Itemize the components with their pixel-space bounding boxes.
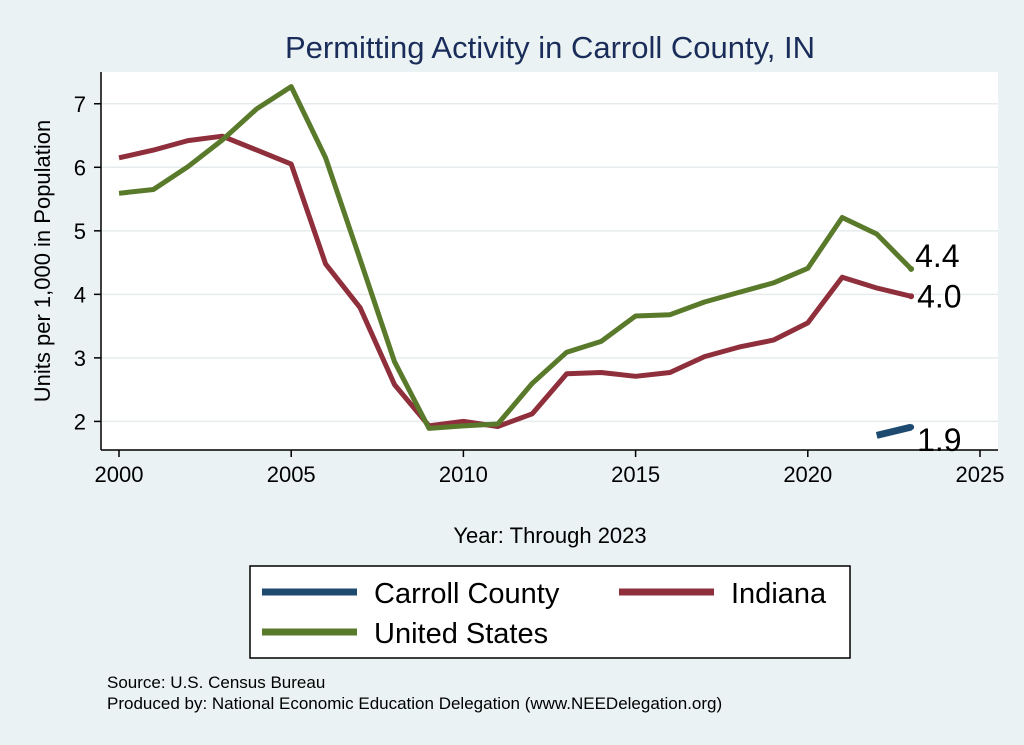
x-tick-label-2025: 2025 <box>956 462 1005 487</box>
x-tick-label-2010: 2010 <box>439 462 488 487</box>
x-tick-label-2020: 2020 <box>783 462 832 487</box>
y-tick-label-3: 3 <box>74 346 86 371</box>
series-endpoint-carroll-county <box>908 424 915 431</box>
y-tick-label-2: 2 <box>74 409 86 434</box>
x-tick-label-2000: 2000 <box>95 462 144 487</box>
source-note: Source: U.S. Census Bureau <box>107 673 325 692</box>
series-line-united-states <box>118 84 913 431</box>
chart-title: Permitting Activity in Carroll County, I… <box>285 30 815 65</box>
series-line-carroll-county <box>875 423 912 439</box>
legend-label-carroll-county: Carroll County <box>374 578 560 610</box>
y-tick-label-7: 7 <box>74 92 86 117</box>
plot-area <box>101 72 998 450</box>
y-tick-label-4: 4 <box>74 282 86 307</box>
end-label-united-states: 4.4 <box>915 238 959 274</box>
x-tick-label-2005: 2005 <box>267 462 316 487</box>
legend: Carroll County Indiana United States <box>249 565 851 659</box>
y-tick-label-6: 6 <box>74 155 86 180</box>
end-labels: 4.0 4.4 1.9 <box>915 238 961 458</box>
series-endpoint-indiana <box>908 293 915 300</box>
x-tick-label-2015: 2015 <box>611 462 660 487</box>
y-tick-label-5: 5 <box>74 219 86 244</box>
legend-box <box>249 565 851 659</box>
gridlines <box>101 103 998 423</box>
y-axis-title: Units per 1,000 in Population <box>30 120 55 403</box>
series-lines <box>118 84 915 439</box>
end-label-indiana: 4.0 <box>917 278 961 314</box>
end-label-carroll-county: 1.9 <box>917 422 961 458</box>
legend-label-united-states: United States <box>374 618 548 650</box>
x-axis-title: Year: Through 2023 <box>453 523 646 548</box>
series-line-indiana <box>118 133 912 429</box>
producer-note: Produced by: National Economic Education… <box>107 694 722 713</box>
legend-label-indiana: Indiana <box>731 578 827 610</box>
series-endpoint-united-states <box>908 265 915 272</box>
axis-ticks: 2 3 4 5 6 7 2000 2005 2010 2015 2020 2025 <box>74 92 1005 487</box>
